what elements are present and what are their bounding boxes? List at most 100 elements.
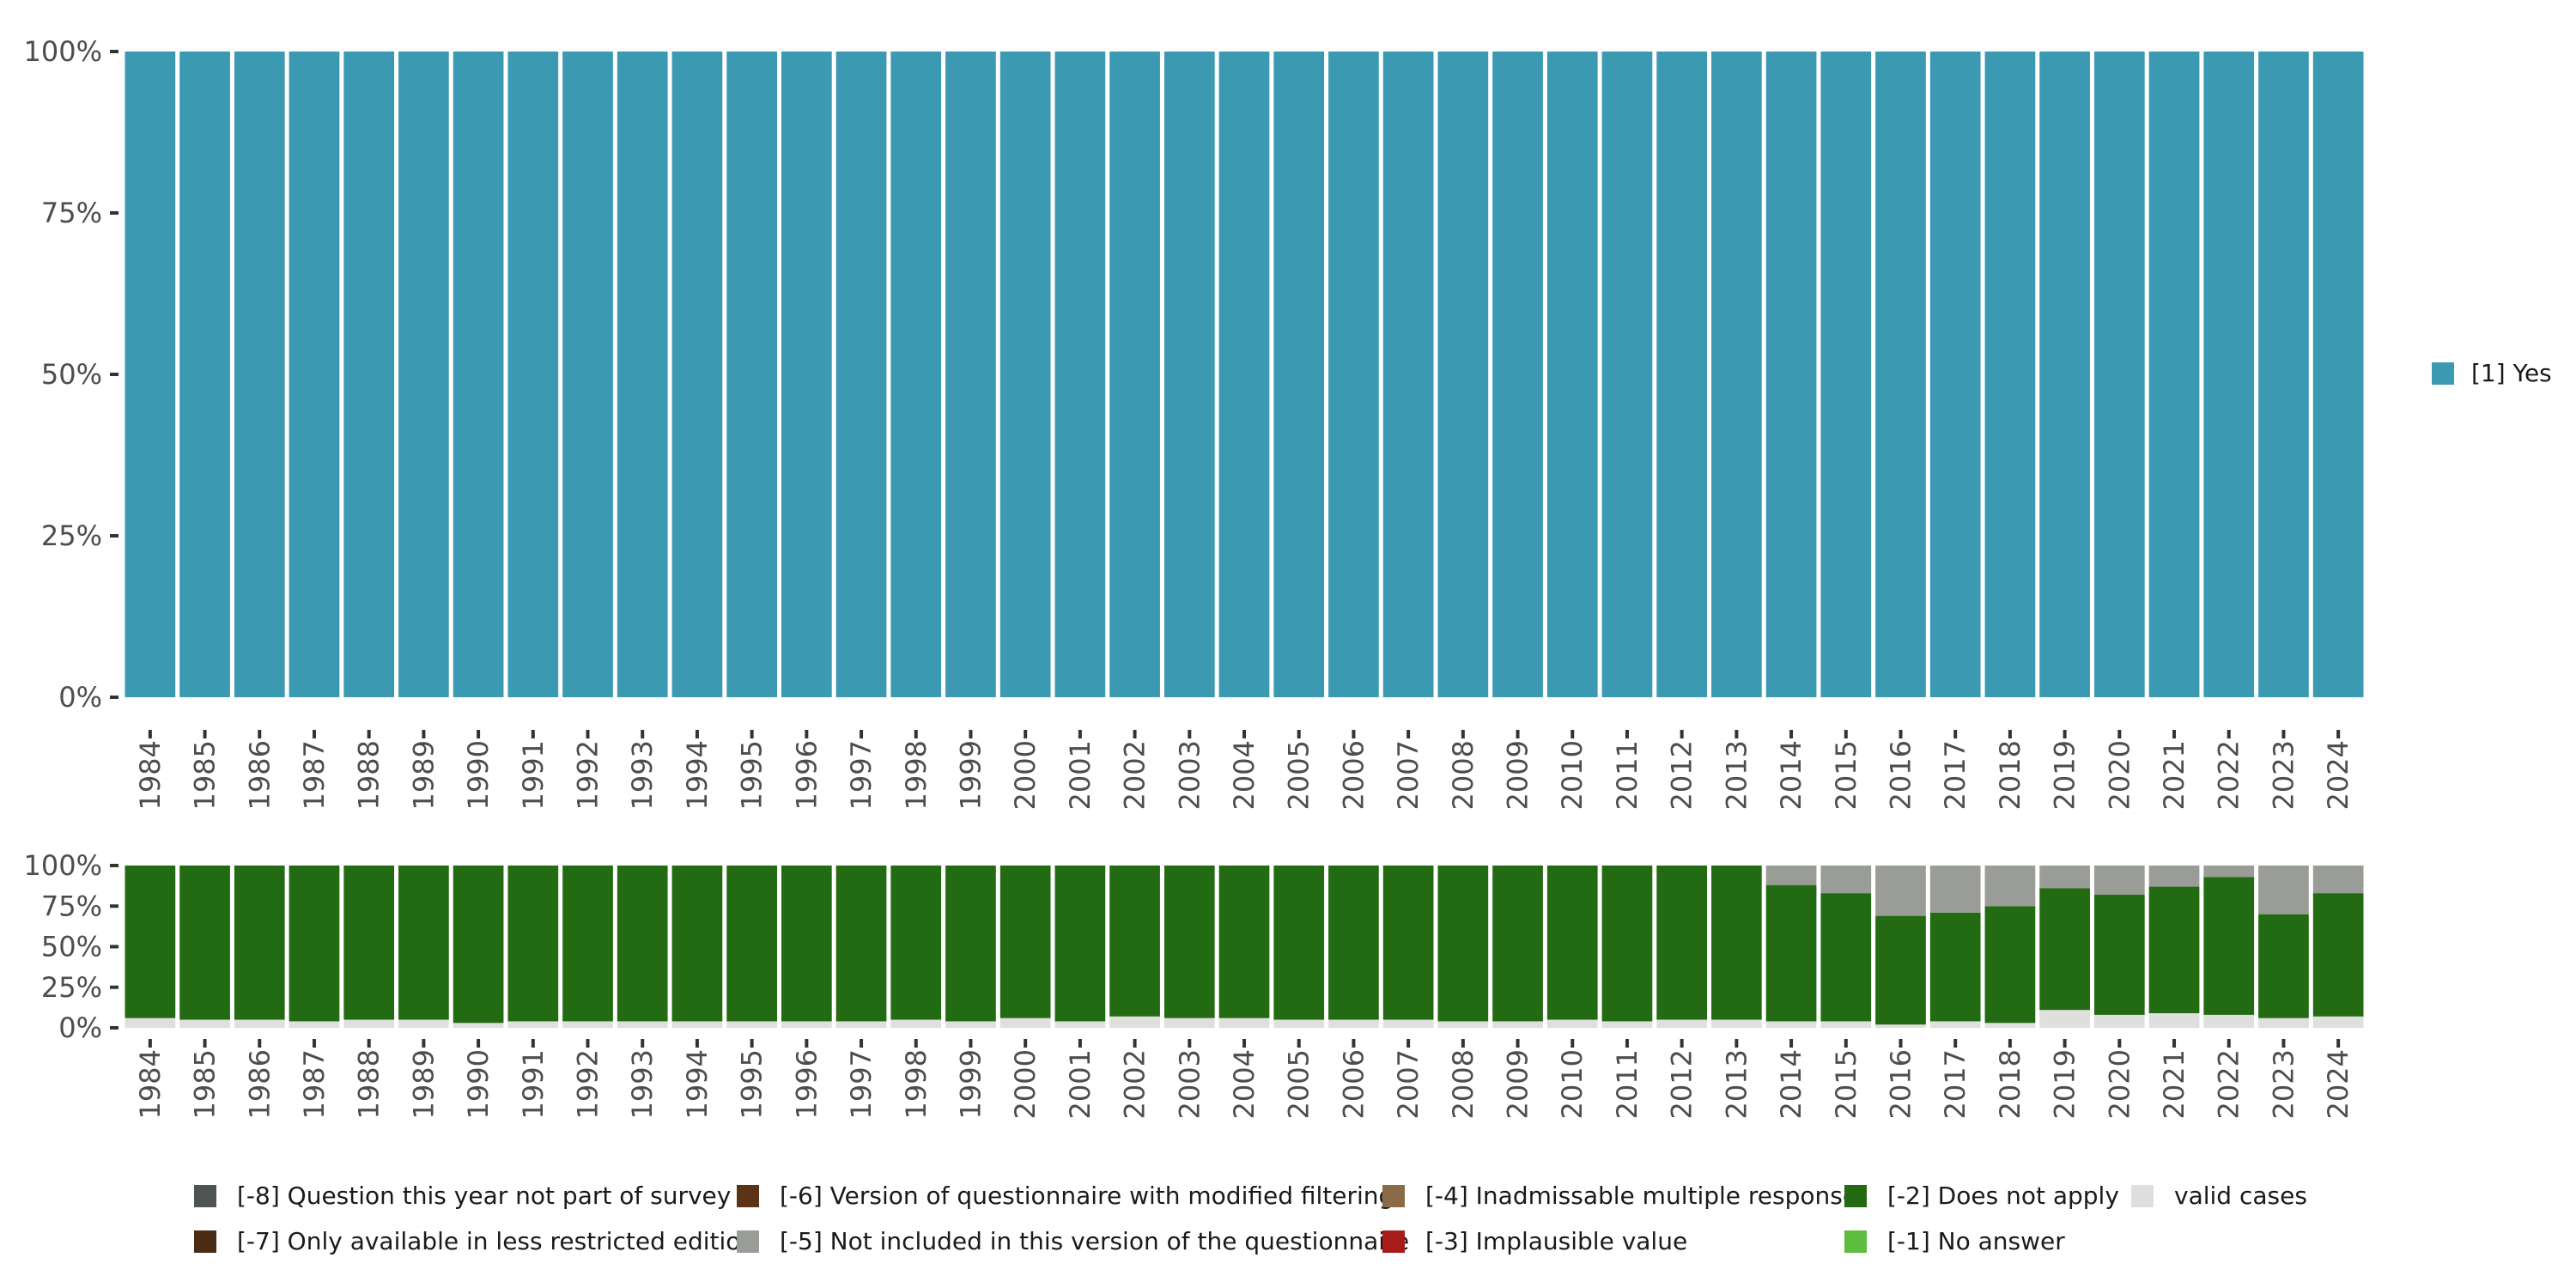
bottom-x-tick-label-2019: 2019 (2049, 1049, 2081, 1119)
legend-label-2-does-not-apply: [-2] Does not apply (1887, 1182, 2119, 1210)
bottom-x-tick-label-2007: 2007 (1392, 1049, 1425, 1119)
bottom-x-tick-label-2010: 2010 (1556, 1049, 1589, 1119)
bottom-bar-2018-5-not-included-in-this-version-of-the-questionnaire (1984, 866, 2036, 907)
top-x-tick-label-2005: 2005 (1283, 740, 1315, 810)
bottom-x-tick-label-1988: 1988 (353, 1049, 386, 1119)
bottom-bar-2003-valid-cases (1163, 1018, 1215, 1028)
bottom-bar-2004-2-does-not-apply (1218, 866, 1270, 1018)
top-bar-1997-1-yes (835, 52, 887, 697)
top-x-tick-label-2001: 2001 (1064, 740, 1097, 810)
bottom-bar-2023-2-does-not-apply (2258, 914, 2309, 1018)
top-x-tick-label-2018: 2018 (1994, 740, 2026, 810)
bottom-x-tick-label-2021: 2021 (2158, 1049, 2190, 1119)
top-bar-2020-1-yes (2093, 52, 2145, 697)
bottom-bar-2000-valid-cases (999, 1018, 1051, 1028)
top-x-tick-label-2006: 2006 (1337, 740, 1370, 810)
bottom-bar-2002-valid-cases (1109, 1016, 1160, 1028)
legend-label-valid-cases: valid cases (2174, 1182, 2307, 1210)
bottom-x-tick-label-1985: 1985 (189, 1049, 222, 1119)
top-x-tick-label-2021: 2021 (2158, 740, 2190, 810)
bottom-x-tick-label-2003: 2003 (1173, 1049, 1206, 1119)
bottom-y-tick-label: 75% (41, 890, 102, 922)
top-x-tick-label-2016: 2016 (1884, 740, 1917, 810)
top-bar-2023-1-yes (2258, 52, 2309, 697)
bottom-bar-1987-2-does-not-apply (289, 866, 340, 1022)
top-x-tick-label-2013: 2013 (1720, 740, 1753, 810)
top-y-tick-label: 25% (41, 519, 102, 552)
top-bar-2011-1-yes (1601, 52, 1653, 697)
top-bar-2021-1-yes (2148, 52, 2200, 697)
legend-key-6-version-of-questionnaire-with-modified-filtering (737, 1185, 759, 1207)
bottom-bar-1997-valid-cases (835, 1021, 887, 1028)
bottom-bar-2017-2-does-not-apply (1929, 912, 1981, 1022)
bottom-bar-2006-valid-cases (1328, 1019, 1379, 1028)
bottom-x-tick-label-2023: 2023 (2267, 1049, 2300, 1119)
bottom-x-tick-label-1987: 1987 (298, 1049, 331, 1119)
legend-key-2-does-not-apply (1844, 1185, 1867, 1207)
bottom-bar-1987-valid-cases (289, 1021, 340, 1028)
top-x-tick-label-2012: 2012 (1666, 740, 1698, 810)
top-x-tick-label-2014: 2014 (1775, 740, 1807, 810)
bottom-x-tick-label-2005: 2005 (1283, 1049, 1315, 1119)
bottom-bar-2022-valid-cases (2203, 1014, 2255, 1028)
bottom-bar-2011-valid-cases (1601, 1021, 1653, 1028)
bottom-x-tick-label-2009: 2009 (1502, 1049, 1534, 1119)
legend-label-5-not-included-in-this-version-of-the-questionnaire: [-5] Not included in this version of the… (780, 1227, 1409, 1255)
bottom-x-tick-label-2022: 2022 (2213, 1049, 2245, 1119)
top-bar-2012-1-yes (1656, 52, 1708, 697)
bottom-bar-2014-2-does-not-apply (1765, 884, 1817, 1022)
top-bar-2022-1-yes (2203, 52, 2255, 697)
bottom-bar-2024-2-does-not-apply (2312, 893, 2364, 1017)
bottom-bar-2018-2-does-not-apply (1984, 906, 2036, 1024)
bottom-x-tick-label-2000: 2000 (1009, 1049, 1042, 1119)
top-bar-2003-1-yes (1163, 52, 1215, 697)
top-x-tick-label-2007: 2007 (1392, 740, 1425, 810)
top-x-tick-label-2010: 2010 (1556, 740, 1589, 810)
top-bar-2017-1-yes (1929, 52, 1981, 697)
top-x-tick-label-2019: 2019 (2049, 740, 2081, 810)
bottom-bar-2013-2-does-not-apply (1711, 866, 1762, 1020)
bottom-x-tick-label-1994: 1994 (681, 1049, 714, 1119)
top-bar-1998-1-yes (890, 52, 942, 697)
top-bar-1996-1-yes (781, 52, 832, 697)
legend-key-7-only-available-in-less-restricted-edition (194, 1230, 216, 1253)
bottom-bar-1994-valid-cases (671, 1021, 723, 1028)
bottom-bar-2005-2-does-not-apply (1273, 866, 1325, 1020)
bottom-x-tick-label-1995: 1995 (736, 1049, 769, 1119)
bottom-x-tick-label-2014: 2014 (1775, 1049, 1807, 1119)
bottom-bar-2009-valid-cases (1492, 1021, 1543, 1028)
top-bar-2015-1-yes (1820, 52, 1872, 697)
top-bar-1984-1-yes (125, 52, 176, 697)
bottom-bar-2009-2-does-not-apply (1492, 866, 1543, 1022)
bottom-bar-2020-5-not-included-in-this-version-of-the-questionnaire (2093, 866, 2145, 896)
legend-label-1-yes: [1] Yes (2471, 359, 2552, 387)
bottom-bar-2016-valid-cases (1875, 1024, 1926, 1028)
top-bar-1993-1-yes (617, 52, 668, 697)
bottom-bar-2003-2-does-not-apply (1163, 866, 1215, 1018)
bottom-bar-2021-5-not-included-in-this-version-of-the-questionnaire (2148, 866, 2200, 887)
bottom-bar-2024-valid-cases (2312, 1016, 2364, 1028)
top-x-tick-label-1997: 1997 (845, 740, 878, 810)
bottom-bar-1988-valid-cases (343, 1019, 395, 1028)
bottom-bar-2017-5-not-included-in-this-version-of-the-questionnaire (1929, 866, 1981, 913)
top-y-tick-label: 75% (41, 197, 102, 229)
legend-key-4-inadmissable-multiple-response (1382, 1185, 1405, 1207)
bottom-x-tick-label-2015: 2015 (1830, 1049, 1862, 1119)
top-x-tick-label-1986: 1986 (243, 740, 276, 810)
top-bar-2005-1-yes (1273, 52, 1325, 697)
bottom-bar-1985-2-does-not-apply (179, 866, 230, 1020)
legend-key-1-yes (2432, 362, 2454, 385)
bottom-bar-2017-valid-cases (1929, 1021, 1981, 1028)
top-x-tick-label-1987: 1987 (298, 740, 331, 810)
top-bar-1992-1-yes (562, 52, 613, 697)
bottom-x-tick-label-2013: 2013 (1720, 1049, 1753, 1119)
bottom-bar-1995-valid-cases (726, 1021, 777, 1028)
legend-key-1-no-answer (1844, 1230, 1867, 1253)
bottom-bar-2019-5-not-included-in-this-version-of-the-questionnaire (2039, 866, 2090, 889)
bottom-x-tick-label-2016: 2016 (1884, 1049, 1917, 1119)
top-x-tick-label-2011: 2011 (1611, 740, 1643, 810)
top-x-tick-label-2024: 2024 (2322, 740, 2354, 810)
bottom-bar-2014-valid-cases (1765, 1021, 1817, 1028)
legend-label-1-no-answer: [-1] No answer (1887, 1227, 2065, 1255)
